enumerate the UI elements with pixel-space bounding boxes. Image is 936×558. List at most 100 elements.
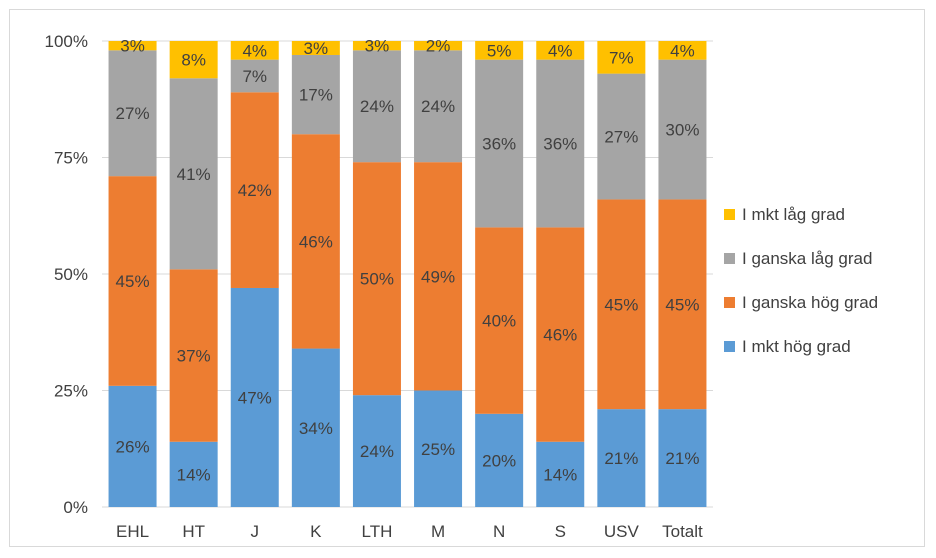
bar-segment xyxy=(230,287,279,507)
data-labels: 26% 45% 27% 3% 14% 37% 41% 8% 47% 42% 7% 4% 34% 46% 17… xyxy=(116,37,700,485)
bar-segment xyxy=(597,409,646,507)
data-label: 45% xyxy=(665,295,699,314)
data-label: 3% xyxy=(365,37,390,56)
data-label: 26% xyxy=(116,437,150,456)
legend-swatch xyxy=(724,209,735,220)
bar-segment xyxy=(108,176,157,386)
bar-segment xyxy=(169,41,218,79)
data-label: 4% xyxy=(242,41,267,60)
data-label: 24% xyxy=(360,442,394,461)
data-label: 3% xyxy=(120,37,145,56)
bar-segment xyxy=(291,41,340,55)
bar-segment xyxy=(658,41,707,60)
chart-frame: 0% 25% 50% 75% 100% 26% 45% 27% 3% 14% 37% 41% 8% 47… xyxy=(9,9,925,547)
data-label: 27% xyxy=(604,128,638,147)
bar-segment xyxy=(352,50,401,163)
data-label: 24% xyxy=(421,97,455,116)
bar-segment xyxy=(352,395,401,507)
data-label: 7% xyxy=(609,48,634,67)
bar-segment xyxy=(169,78,218,270)
legend: I mkt låg grad I ganska låg grad I ganska … xyxy=(724,205,878,356)
bar-segment xyxy=(352,162,401,396)
data-label: 2% xyxy=(426,37,451,56)
bar-segment xyxy=(475,227,524,414)
x-tick-label: EHL xyxy=(116,522,149,541)
bar-segment xyxy=(169,441,218,507)
data-label: 36% xyxy=(543,135,577,154)
data-label: 46% xyxy=(299,232,333,251)
data-label: 4% xyxy=(670,41,695,60)
bar-segment xyxy=(597,199,646,410)
bar-segment xyxy=(536,59,585,228)
y-tick-label: 75% xyxy=(54,149,88,168)
bar-segment xyxy=(475,413,524,507)
data-label: 37% xyxy=(177,347,211,366)
data-label: 20% xyxy=(482,451,516,470)
bar-segment xyxy=(536,441,585,507)
legend-label: I ganska hög grad xyxy=(742,293,878,312)
bar-segment xyxy=(414,50,463,163)
x-tick-label: LTH xyxy=(362,522,393,541)
legend-item: I ganska låg grad xyxy=(724,249,872,268)
bar-segment xyxy=(230,59,279,93)
legend-label: I mkt låg grad xyxy=(742,205,845,224)
bar-segment xyxy=(291,134,340,349)
data-label: 21% xyxy=(665,449,699,468)
data-label: 25% xyxy=(421,440,455,459)
bars xyxy=(108,41,707,507)
y-axis: 0% 25% 50% 75% 100% xyxy=(45,32,88,517)
data-label: 36% xyxy=(482,135,516,154)
data-label: 49% xyxy=(421,267,455,286)
data-label: 45% xyxy=(604,295,638,314)
x-tick-label: HT xyxy=(182,522,205,541)
y-tick-label: 100% xyxy=(45,32,88,51)
legend-swatch xyxy=(724,341,735,352)
data-label: 17% xyxy=(299,86,333,105)
data-label: 3% xyxy=(304,39,329,58)
bar-segment xyxy=(536,227,585,442)
legend-item: I mkt hög grad xyxy=(724,337,851,356)
data-label: 14% xyxy=(543,465,577,484)
bar-segment xyxy=(108,50,157,177)
bar-segment xyxy=(475,41,524,60)
bar-segment xyxy=(658,409,707,507)
bar-segment xyxy=(352,41,401,51)
data-label: 30% xyxy=(665,121,699,140)
bar-segment xyxy=(108,385,157,507)
legend-item: I mkt låg grad xyxy=(724,205,845,224)
bar-segment xyxy=(108,41,157,51)
x-tick-label: J xyxy=(251,522,260,541)
bar-segment xyxy=(169,269,218,442)
data-label: 42% xyxy=(238,181,272,200)
x-tick-label: K xyxy=(310,522,322,541)
data-label: 40% xyxy=(482,312,516,331)
bar-segment xyxy=(230,41,279,60)
bar-segment xyxy=(414,162,463,391)
bar-segment xyxy=(658,59,707,200)
data-label: 14% xyxy=(177,465,211,484)
bar-segment xyxy=(597,41,646,74)
data-label: 5% xyxy=(487,41,512,60)
data-label: 8% xyxy=(181,51,206,70)
legend-swatch xyxy=(724,253,735,264)
bar-segment xyxy=(291,54,340,135)
data-label: 45% xyxy=(116,272,150,291)
data-label: 46% xyxy=(543,326,577,345)
bar-segment xyxy=(475,59,524,228)
y-tick-label: 0% xyxy=(63,498,88,517)
bar-segment xyxy=(414,41,463,51)
bar-segment xyxy=(536,41,585,60)
data-label: 4% xyxy=(548,41,573,60)
legend-label: I mkt hög grad xyxy=(742,337,851,356)
data-label: 24% xyxy=(360,97,394,116)
data-label: 47% xyxy=(238,388,272,407)
x-axis: EHL HT J K LTH M N S USV Totalt xyxy=(116,522,703,541)
bar-segment xyxy=(597,73,646,200)
bar-segment xyxy=(291,348,340,507)
legend-label: I ganska låg grad xyxy=(742,249,872,268)
data-label: 27% xyxy=(116,104,150,123)
stacked-bar-chart: 0% 25% 50% 75% 100% 26% 45% 27% 3% 14% 37% 41% 8% 47… xyxy=(45,32,879,541)
bar-segment xyxy=(658,199,707,410)
y-tick-label: 50% xyxy=(54,265,88,284)
data-label: 41% xyxy=(177,165,211,184)
